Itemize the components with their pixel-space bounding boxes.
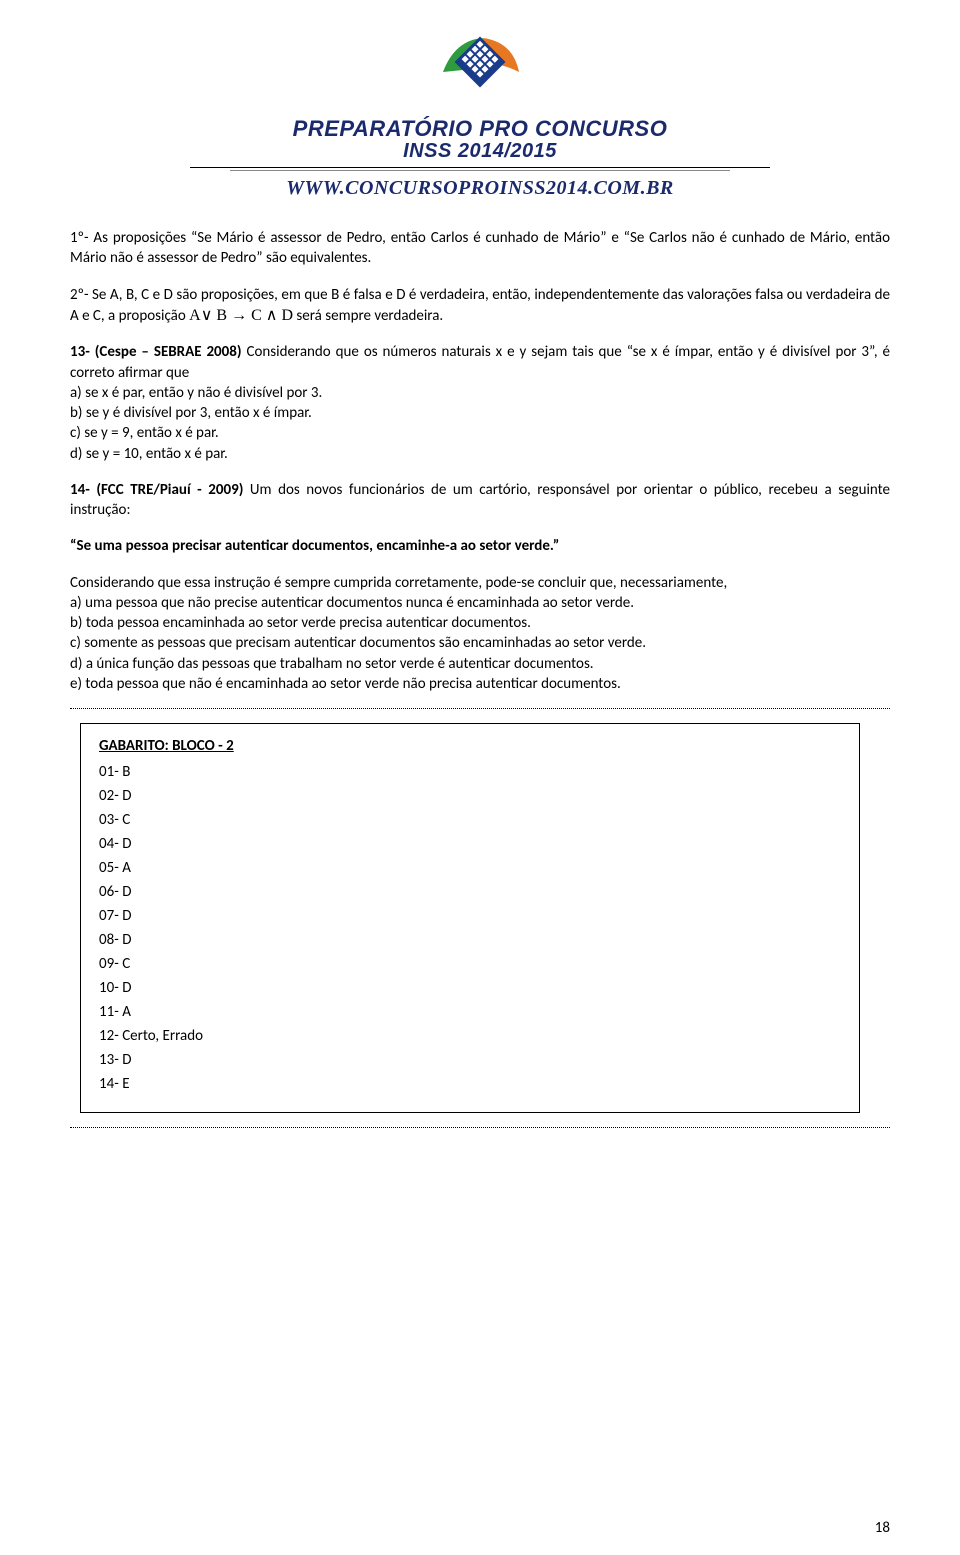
answer-key-item: 11- A [99, 1000, 841, 1024]
q13-stem-line: 13- (Cespe – SEBRAE 2008) Considerando q… [70, 342, 890, 383]
q14-option-a: a) uma pessoa que não precise autenticar… [70, 593, 890, 613]
q2-formula: A∨ B → C ∧ D [189, 307, 293, 324]
answer-key-item: 01- B [99, 760, 841, 784]
question-13: 13- (Cespe – SEBRAE 2008) Considerando q… [70, 342, 890, 464]
q14-stem-line: 14- (FCC TRE/Piauí - 2009) Um dos novos … [70, 480, 890, 521]
question-2: 2º- Se A, B, C e D são proposições, em q… [70, 285, 890, 327]
header-url: WWW.CONCURSOPROINSS2014.COM.BR [70, 177, 890, 200]
answer-key-item: 12- Certo, Errado [99, 1024, 841, 1048]
q14-label: 14- (FCC TRE/Piauí - 2009) [70, 481, 243, 499]
q13-option-b: b) se y é divisível por 3, então x é ímp… [70, 403, 890, 423]
answer-key-item: 02- D [99, 784, 841, 808]
answer-key-item: 06- D [99, 880, 841, 904]
answer-key-item: 08- D [99, 928, 841, 952]
answer-key-title: GABARITO: BLOCO - 2 [99, 736, 841, 756]
answer-key-item: 04- D [99, 832, 841, 856]
page-container: PREPARATÓRIO PRO CONCURSO INSS 2014/2015… [0, 0, 960, 1555]
header-rule-1 [190, 167, 770, 168]
q14-conclusion: Considerando que essa instrução é sempre… [70, 573, 890, 593]
q14-option-b: b) toda pessoa encaminhada ao setor verd… [70, 613, 890, 633]
q14-option-d: d) a única função das pessoas que trabal… [70, 654, 890, 674]
answer-key-item: 09- C [99, 952, 841, 976]
answer-key-item: 05- A [99, 856, 841, 880]
q14-option-e: e) toda pessoa que não é encaminhada ao … [70, 674, 890, 694]
answer-key-item: 07- D [99, 904, 841, 928]
answer-key-item: 03- C [99, 808, 841, 832]
logo-icon [70, 20, 890, 110]
answer-key-item: 13- D [99, 1048, 841, 1072]
document-header: PREPARATÓRIO PRO CONCURSO INSS 2014/2015… [70, 20, 890, 200]
q13-option-d: d) se y = 10, então x é par. [70, 444, 890, 464]
q14-instruction: “Se uma pessoa precisar autenticar docum… [70, 536, 890, 556]
header-rule-2 [230, 170, 730, 171]
q14-option-c: c) somente as pessoas que precisam auten… [70, 633, 890, 653]
q13-option-c: c) se y = 9, então x é par. [70, 423, 890, 443]
q13-label: 13- (Cespe – SEBRAE 2008) [70, 343, 242, 361]
header-title-sub: INSS 2014/2015 [70, 140, 890, 163]
dotted-separator-1 [70, 708, 890, 709]
answer-key-item: 14- E [99, 1072, 841, 1096]
question-14: 14- (FCC TRE/Piauí - 2009) Um dos novos … [70, 480, 890, 521]
question-1: 1º- As proposições “Se Mário é assessor … [70, 228, 890, 269]
page-number: 18 [875, 1519, 890, 1537]
dotted-separator-2 [70, 1127, 890, 1128]
q14-options: Considerando que essa instrução é sempre… [70, 573, 890, 695]
answer-key-item: 10- D [99, 976, 841, 1000]
document-content: 1º- As proposições “Se Mário é assessor … [70, 228, 890, 1128]
q13-option-a: a) se x é par, então y não é divisível p… [70, 383, 890, 403]
answer-key-box: GABARITO: BLOCO - 2 01- B 02- D 03- C 04… [80, 723, 860, 1113]
header-title-main: PREPARATÓRIO PRO CONCURSO [70, 116, 890, 142]
q2-suffix: será sempre verdadeira. [293, 307, 443, 325]
